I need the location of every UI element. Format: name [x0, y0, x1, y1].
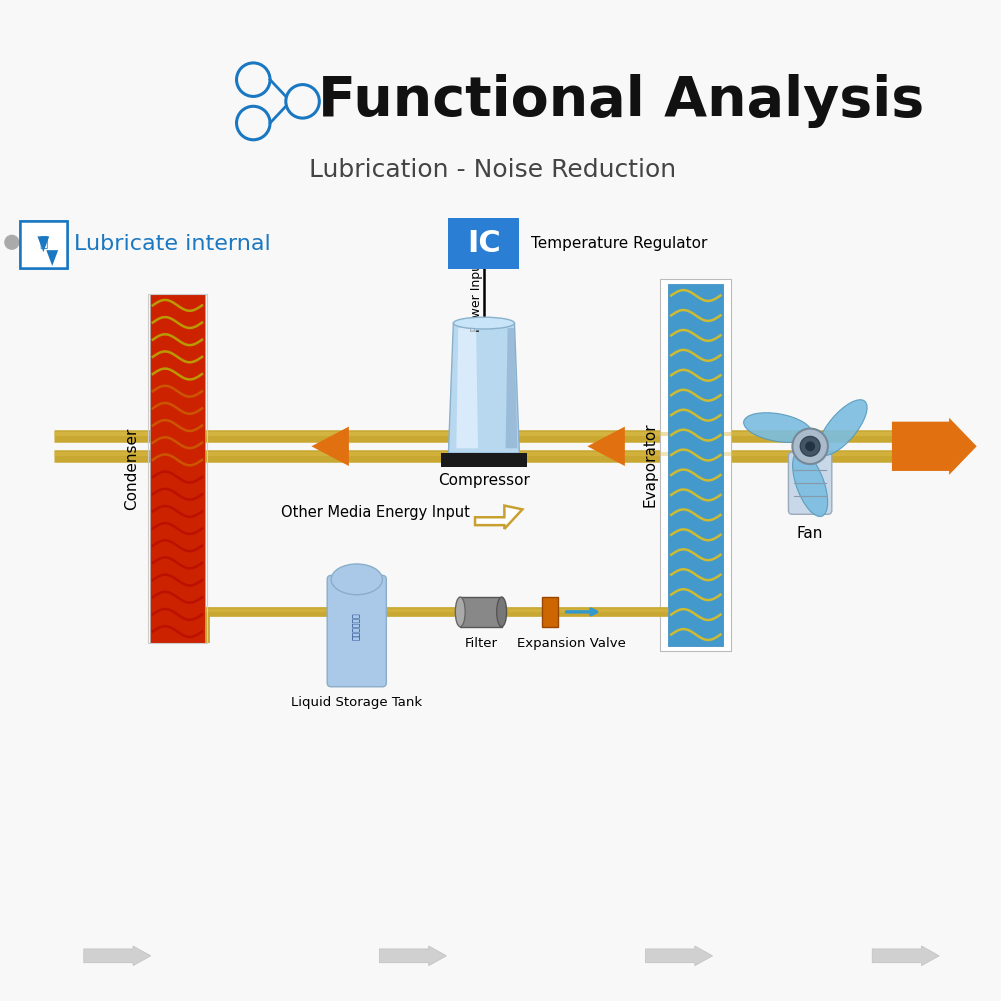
Text: Fan: Fan — [797, 526, 823, 541]
FancyBboxPatch shape — [448, 217, 520, 269]
Text: 🔽: 🔽 — [39, 235, 48, 249]
Text: Temperature Regulator: Temperature Regulator — [532, 236, 708, 251]
Ellipse shape — [453, 317, 515, 329]
Text: Liquid Storage Tank: Liquid Storage Tank — [291, 696, 422, 709]
Text: Compressor: Compressor — [438, 473, 530, 488]
Text: Condenser: Condenser — [124, 427, 139, 510]
FancyBboxPatch shape — [789, 452, 832, 515]
Text: 固特威冷冻油: 固特威冷冻油 — [352, 612, 361, 640]
Ellipse shape — [793, 451, 828, 517]
Bar — [150, 293, 205, 644]
FancyBboxPatch shape — [20, 220, 67, 268]
Bar — [669, 283, 724, 647]
FancyBboxPatch shape — [327, 576, 386, 687]
Text: Evaporator: Evaporator — [643, 422, 658, 508]
Circle shape — [793, 428, 828, 464]
Ellipse shape — [496, 597, 507, 627]
Text: IC: IC — [467, 229, 500, 258]
Polygon shape — [475, 506, 523, 529]
Polygon shape — [456, 328, 478, 448]
FancyArrow shape — [892, 417, 977, 474]
Text: Power Input: Power Input — [469, 258, 482, 332]
Text: Lubrication - Noise Reduction: Lubrication - Noise Reduction — [309, 158, 677, 182]
Bar — [148, 293, 207, 644]
Circle shape — [800, 436, 820, 456]
Polygon shape — [46, 250, 58, 266]
FancyArrow shape — [872, 946, 939, 966]
Polygon shape — [506, 328, 518, 448]
Text: Expansion Valve: Expansion Valve — [518, 637, 626, 650]
Bar — [661, 278, 732, 652]
Polygon shape — [37, 236, 49, 252]
Circle shape — [5, 235, 19, 249]
Ellipse shape — [818, 399, 867, 455]
Ellipse shape — [331, 564, 382, 595]
Polygon shape — [311, 426, 349, 466]
Text: Other Media Energy Input: Other Media Energy Input — [281, 505, 469, 520]
Text: Functional Analysis: Functional Analysis — [317, 74, 924, 128]
Polygon shape — [588, 426, 625, 466]
FancyArrow shape — [84, 946, 151, 966]
Text: Filter: Filter — [464, 637, 497, 650]
Bar — [440, 453, 528, 467]
FancyArrow shape — [646, 946, 713, 966]
Ellipse shape — [744, 412, 812, 442]
FancyArrow shape — [379, 946, 446, 966]
FancyBboxPatch shape — [20, 220, 67, 268]
Bar — [543, 597, 558, 627]
Text: Lubricate internal: Lubricate internal — [74, 234, 270, 254]
Polygon shape — [448, 323, 520, 453]
Ellipse shape — [455, 597, 465, 627]
Circle shape — [805, 441, 815, 451]
Bar — [460, 597, 502, 627]
